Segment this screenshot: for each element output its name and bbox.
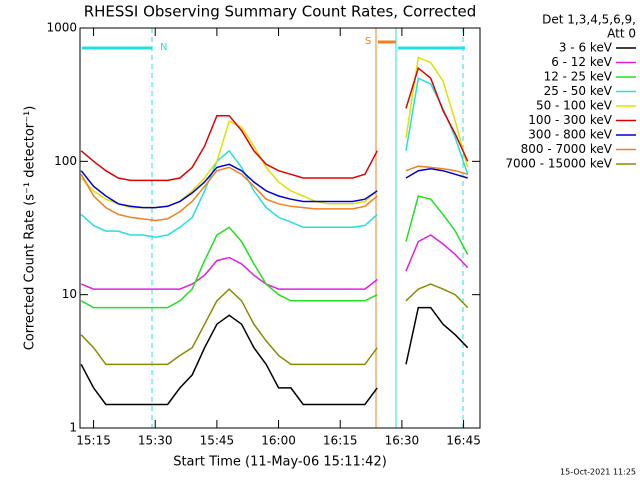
y-axis-label: Corrected Count Rate (s⁻¹ detector⁻¹) <box>23 106 38 351</box>
chart-title: RHESSI Observing Summary Count Rates, Co… <box>84 3 477 21</box>
series-line <box>80 306 469 406</box>
legend-title: Det 1,3,4,5,6,9, <box>542 13 636 27</box>
x-tick-label: 16:45 <box>446 434 481 448</box>
x-tick-label: 16:15 <box>323 434 358 448</box>
legend-label: 100 - 300 keV <box>528 113 612 127</box>
y-tick-label: 1000 <box>46 21 77 35</box>
y-tick-label: 100 <box>54 154 77 168</box>
series-line <box>80 163 468 209</box>
legend-label: 300 - 800 keV <box>528 128 612 142</box>
x-tick-label: 15:15 <box>76 434 111 448</box>
legend-label: 50 - 100 keV <box>536 99 613 113</box>
x-axis-label: Start Time (11-May-06 15:11:42) <box>173 455 387 470</box>
y-tick-label: 1 <box>69 421 77 435</box>
annotation: S <box>365 36 371 47</box>
legend-label: 7000 - 15000 keV <box>505 157 612 171</box>
legend-title: Att 0 <box>607 27 636 41</box>
series-line <box>80 165 468 222</box>
legend-label: 3 - 6 keV <box>559 41 613 55</box>
annotation: N <box>160 42 167 53</box>
plot-frame <box>79 27 481 429</box>
legend-label: 25 - 50 keV <box>544 84 613 98</box>
legend-label: 12 - 25 keV <box>544 70 613 84</box>
x-tick-label: 16:30 <box>385 434 420 448</box>
legend-label: 800 - 7000 keV <box>521 142 613 156</box>
series-line <box>80 195 469 309</box>
footer: 15-Oct-2021 11:25 <box>560 468 636 477</box>
series-line <box>80 66 469 182</box>
x-tick-label: 16:00 <box>261 434 296 448</box>
x-tick-label: 15:45 <box>200 434 235 448</box>
series-line <box>80 234 469 290</box>
x-tick-label: 15:30 <box>138 434 173 448</box>
series-line <box>80 56 469 209</box>
y-tick-label: 10 <box>62 287 77 301</box>
series-line <box>80 283 469 366</box>
legend-label: 6 - 12 keV <box>551 55 613 69</box>
